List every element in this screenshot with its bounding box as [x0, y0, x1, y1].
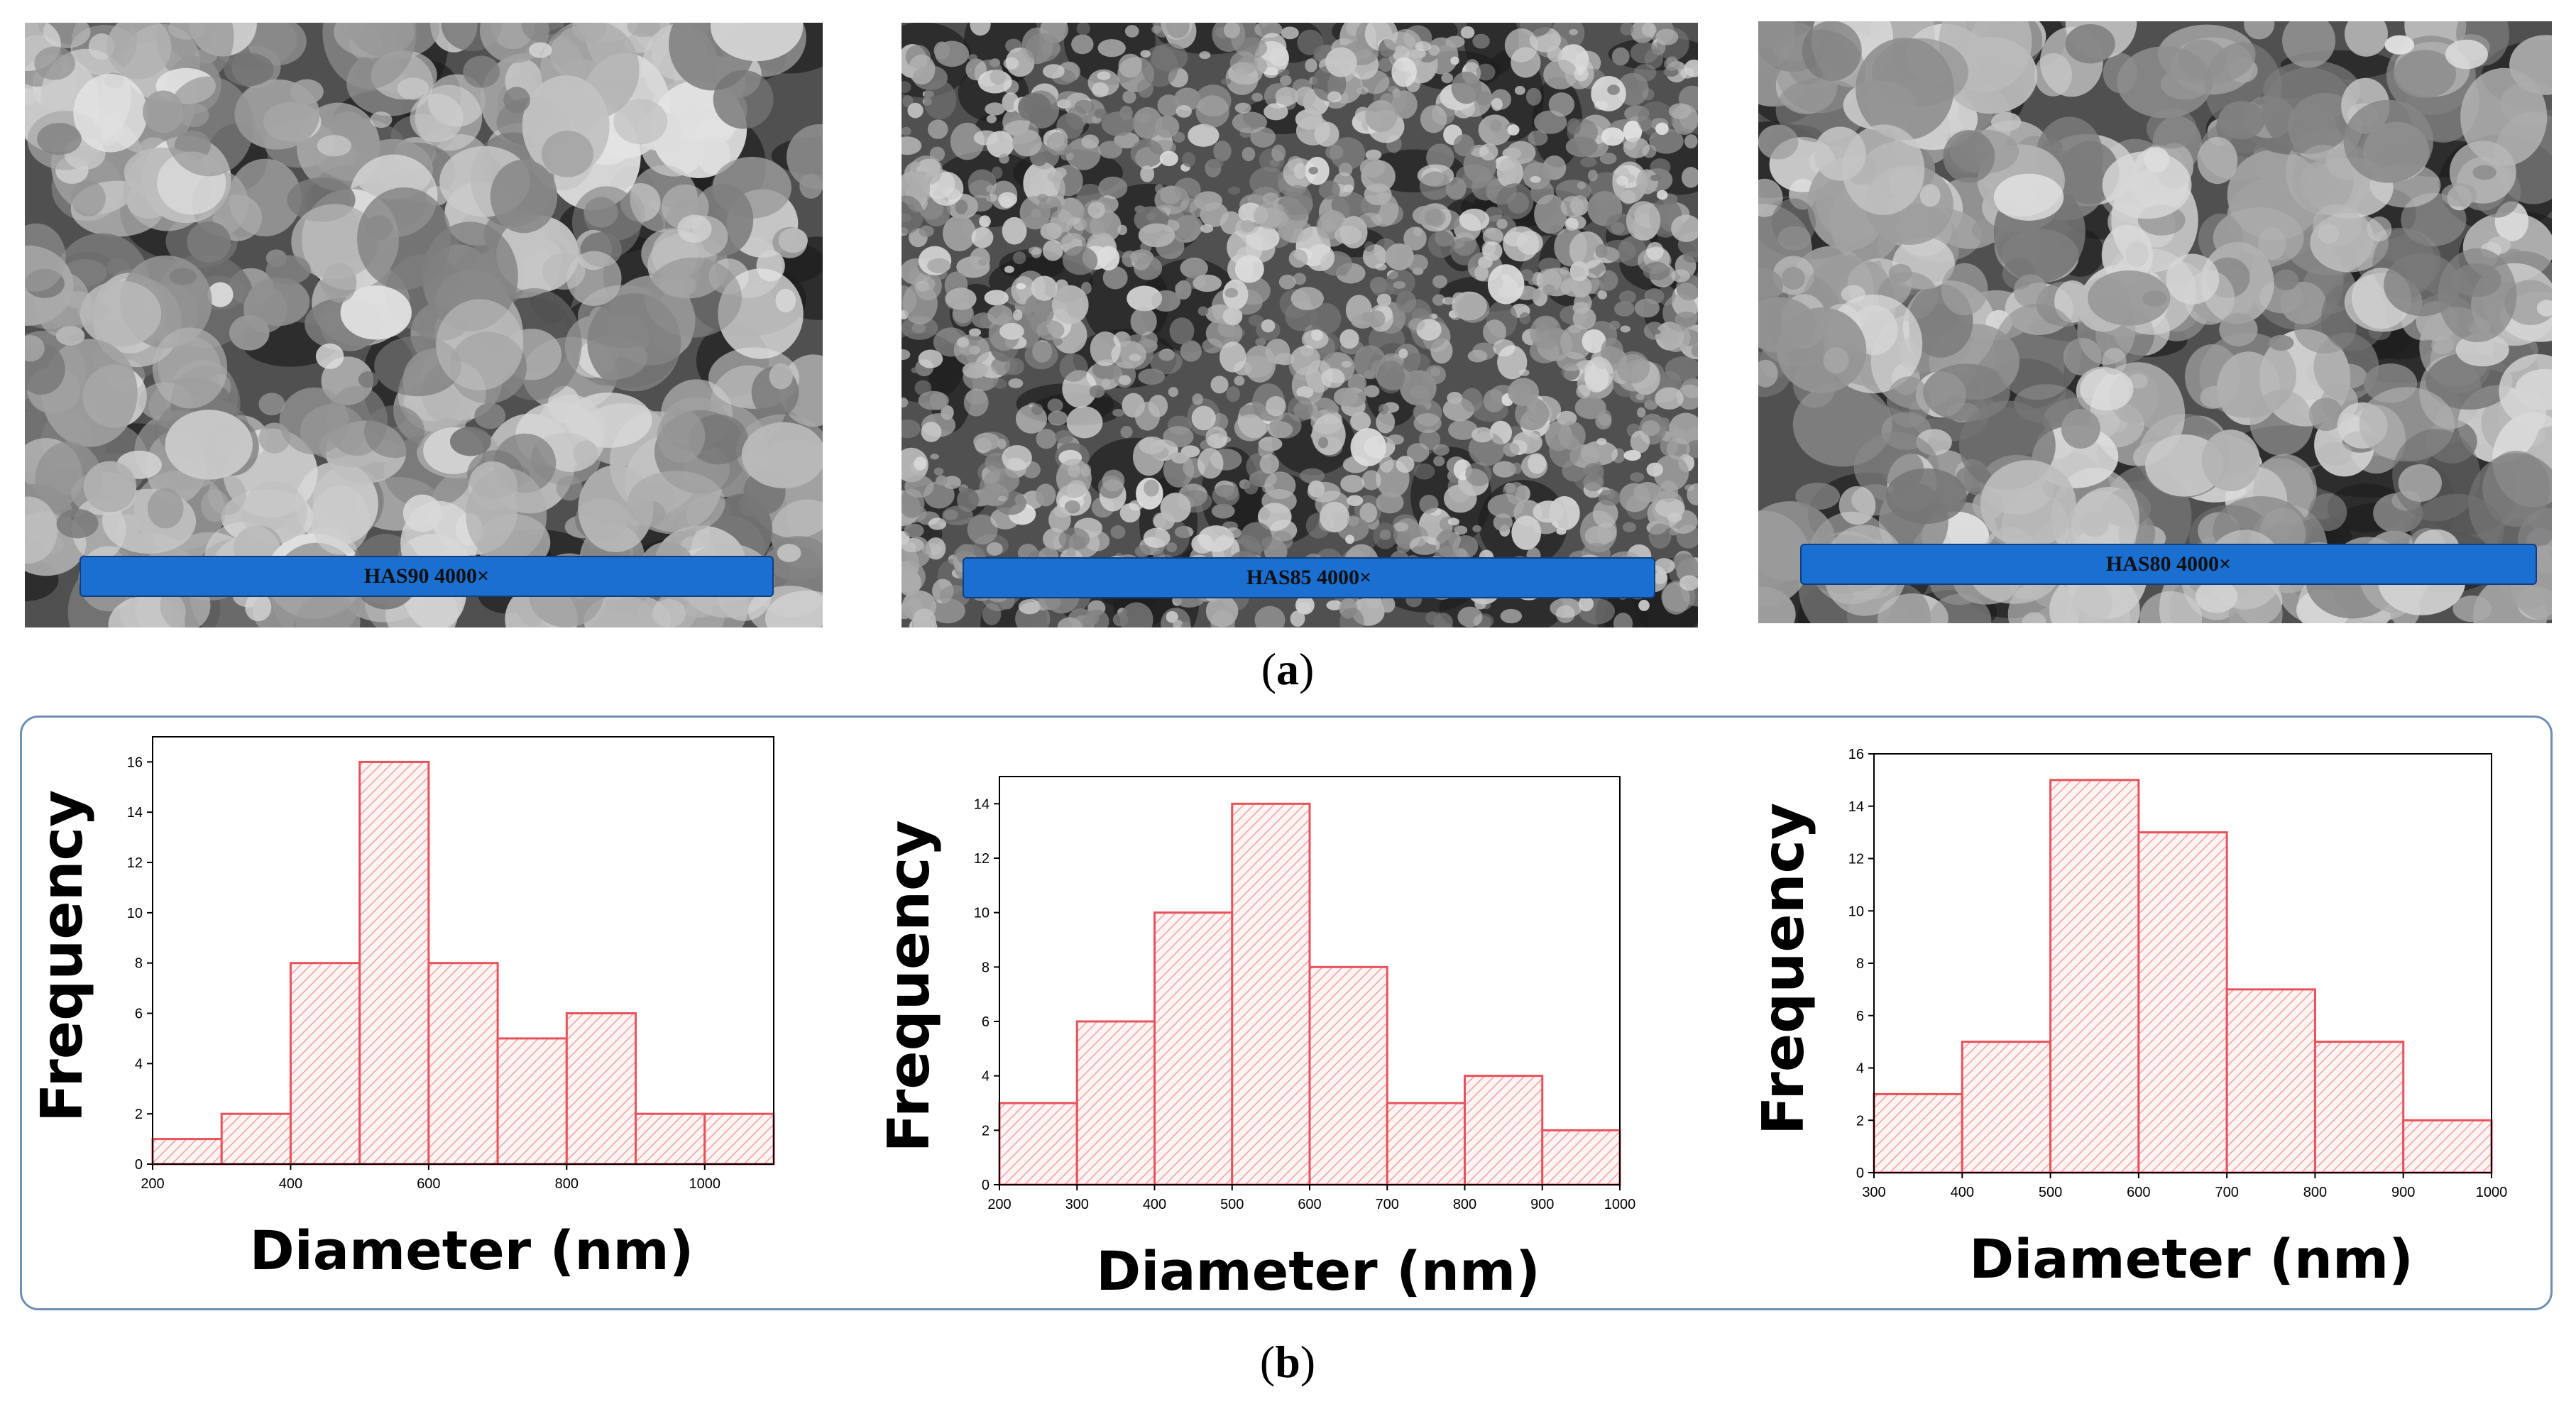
histogram-bar	[2402, 1119, 2493, 1174]
y-tick-label: 12	[127, 855, 143, 871]
y-tick-label: 14	[1848, 799, 1864, 815]
y-tick-label: 8	[135, 956, 143, 972]
histogram-bar	[1308, 965, 1388, 1186]
histogram-bar	[427, 962, 499, 1166]
histogram-bar	[1153, 911, 1234, 1186]
y-tick-label: 10	[974, 906, 990, 921]
x-tick-label: 700	[1376, 1197, 1399, 1212]
x-tick-label: 200	[987, 1197, 1011, 1212]
y-axis-title: Frequency	[876, 820, 942, 1152]
histogram-bar	[1231, 802, 1311, 1186]
y-tick-label: 2	[1856, 1113, 1864, 1129]
sem-image-has85	[901, 23, 1698, 627]
x-tick-label: 300	[1862, 1185, 1885, 1200]
x-tick-label: 600	[2127, 1185, 2150, 1200]
histogram-bar	[635, 1112, 706, 1166]
x-tick-label: 500	[1220, 1197, 1244, 1212]
y-tick-label: 0	[135, 1157, 143, 1173]
sem-label-has90: HAS90 4000×	[80, 556, 774, 597]
y-axis-title: Frequency	[1750, 803, 1816, 1135]
histogram-bar	[2313, 1041, 2405, 1174]
sem-texture	[901, 23, 1698, 627]
y-tick-label: 2	[982, 1123, 990, 1139]
y-tick-label: 8	[982, 960, 990, 975]
sem-texture	[25, 23, 823, 627]
y-tick-label: 14	[974, 796, 990, 812]
x-tick-label: 400	[1143, 1197, 1166, 1212]
y-tick-label: 6	[1856, 1009, 1864, 1024]
x-tick-label: 600	[1298, 1197, 1321, 1212]
y-tick-label: 2	[135, 1107, 143, 1122]
y-tick-label: 6	[982, 1014, 990, 1030]
x-tick-label: 900	[1530, 1197, 1554, 1212]
x-axis-title: Diameter (nm)	[1096, 1239, 1540, 1303]
histogram-bar	[496, 1037, 568, 1166]
y-tick-label: 0	[1856, 1166, 1864, 1181]
x-tick-label: 1000	[689, 1176, 721, 1192]
histogram-bar	[2137, 831, 2228, 1174]
histogram-bar	[289, 962, 361, 1166]
panel-caption-a: (a)	[1261, 644, 1315, 694]
histogram-frame	[20, 716, 2553, 1310]
y-tick-label: 10	[127, 906, 143, 921]
x-tick-label: 800	[2303, 1185, 2327, 1200]
x-tick-label: 1000	[2476, 1185, 2508, 1200]
histogram-bar	[998, 1102, 1078, 1186]
x-tick-label: 800	[555, 1176, 579, 1192]
histogram-bar	[2225, 988, 2316, 1174]
y-tick-label: 6	[135, 1007, 143, 1022]
histogram-bar	[2049, 779, 2140, 1174]
y-tick-label: 12	[1848, 852, 1864, 867]
x-tick-label: 300	[1065, 1197, 1089, 1212]
x-tick-label: 500	[2039, 1185, 2062, 1200]
y-tick-label: 4	[135, 1056, 143, 1072]
x-tick-label: 800	[1453, 1197, 1476, 1212]
x-tick-label: 700	[2215, 1185, 2238, 1200]
sem-image-has90	[25, 23, 823, 627]
sem-texture	[1758, 21, 2552, 623]
x-tick-label: 400	[1951, 1185, 1974, 1200]
y-tick-label: 16	[127, 755, 143, 770]
y-tick-label: 16	[1848, 747, 1864, 762]
x-tick-label: 200	[141, 1176, 164, 1192]
x-tick-label: 900	[2391, 1185, 2415, 1200]
y-tick-label: 0	[982, 1178, 990, 1193]
y-tick-label: 8	[1856, 956, 1864, 972]
y-tick-label: 14	[127, 805, 143, 821]
x-axis-title: Diameter (nm)	[1969, 1227, 2413, 1290]
histogram-bar	[1961, 1041, 2052, 1174]
x-axis-title: Diameter (nm)	[250, 1219, 694, 1282]
histogram-bar	[565, 1012, 637, 1166]
y-axis-title: Frequency	[29, 790, 95, 1122]
sem-label-has80: HAS80 4000×	[1800, 544, 2537, 585]
y-tick-label: 4	[982, 1069, 990, 1085]
histogram-bar	[1873, 1092, 1963, 1174]
x-tick-label: 600	[417, 1176, 440, 1192]
plot-frame	[152, 736, 774, 1165]
x-tick-label: 1000	[1604, 1197, 1636, 1212]
y-tick-label: 4	[1856, 1061, 1864, 1077]
sem-image-has80	[1758, 21, 2552, 623]
sem-label-has85: HAS85 4000×	[963, 557, 1655, 598]
x-tick-label: 400	[279, 1176, 302, 1192]
y-tick-label: 10	[1848, 904, 1864, 919]
panel-caption-b: (b)	[1259, 1337, 1316, 1387]
y-tick-label: 12	[974, 851, 990, 867]
